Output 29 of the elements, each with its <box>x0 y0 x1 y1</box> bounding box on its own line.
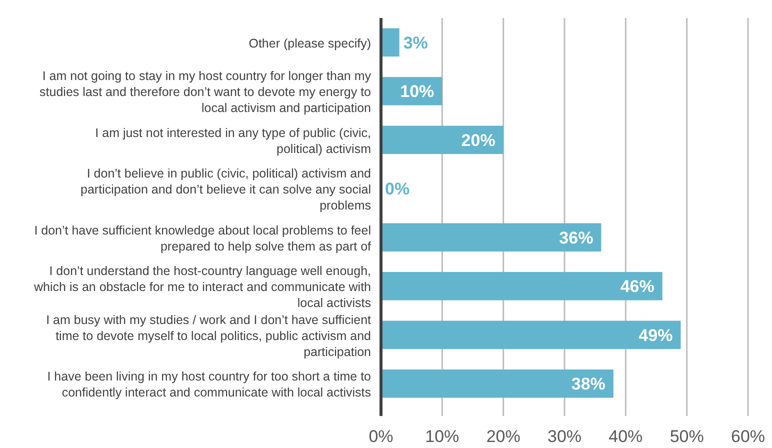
bar <box>381 272 662 300</box>
data-label: 46% <box>620 277 654 296</box>
x-tick-label: 30% <box>547 427 582 446</box>
x-tick-label: 20% <box>486 427 520 446</box>
x-tick-label: 50% <box>670 427 704 446</box>
x-tick-label: 40% <box>608 427 643 446</box>
bar <box>381 369 614 398</box>
y-tick-label: I am busy with my studies / work and I don’t have sufficient time to devote myself to local politics, public activism and participation <box>46 312 372 359</box>
x-tick-label: 0% <box>368 427 394 446</box>
bar <box>381 28 400 57</box>
bar <box>381 223 602 252</box>
data-label: 49% <box>638 326 673 345</box>
y-tick-label: I have been living in my host country for too short a time to confidently interact and communicate with local activists <box>47 370 372 400</box>
bar <box>381 320 681 350</box>
y-tick-label: Other (please specify) <box>248 36 371 50</box>
data-label: 10% <box>400 82 434 102</box>
x-tick-label: 60% <box>730 427 766 446</box>
data-label: 36% <box>559 228 594 248</box>
y-tick-label: I am just not interested in any type of public (civic, political) activism <box>95 126 371 156</box>
y-tick-label: I don’t understand the host-country language well enough, which is an obstacle for me to interact and communicate with local activists <box>33 264 372 310</box>
data-label: 0% <box>385 180 410 199</box>
bar <box>381 126 504 154</box>
y-tick-label: I am not going to stay in my host country for longer than my studies last and therefore don’t want to devote my energy to local activism and participation <box>40 69 372 116</box>
data-label: 20% <box>461 130 496 150</box>
y-tick-label: I don’t have sufficient knowledge about local problems to feel prepared to help solve them as part of <box>34 223 372 254</box>
y-tick-label: I don’t believe in public (civic, political) activism and participation and don’t believe it can solve any social problems <box>80 166 372 213</box>
data-label: 3% <box>403 33 428 52</box>
data-label: 38% <box>571 374 606 394</box>
x-tick-label: 10% <box>425 427 460 446</box>
